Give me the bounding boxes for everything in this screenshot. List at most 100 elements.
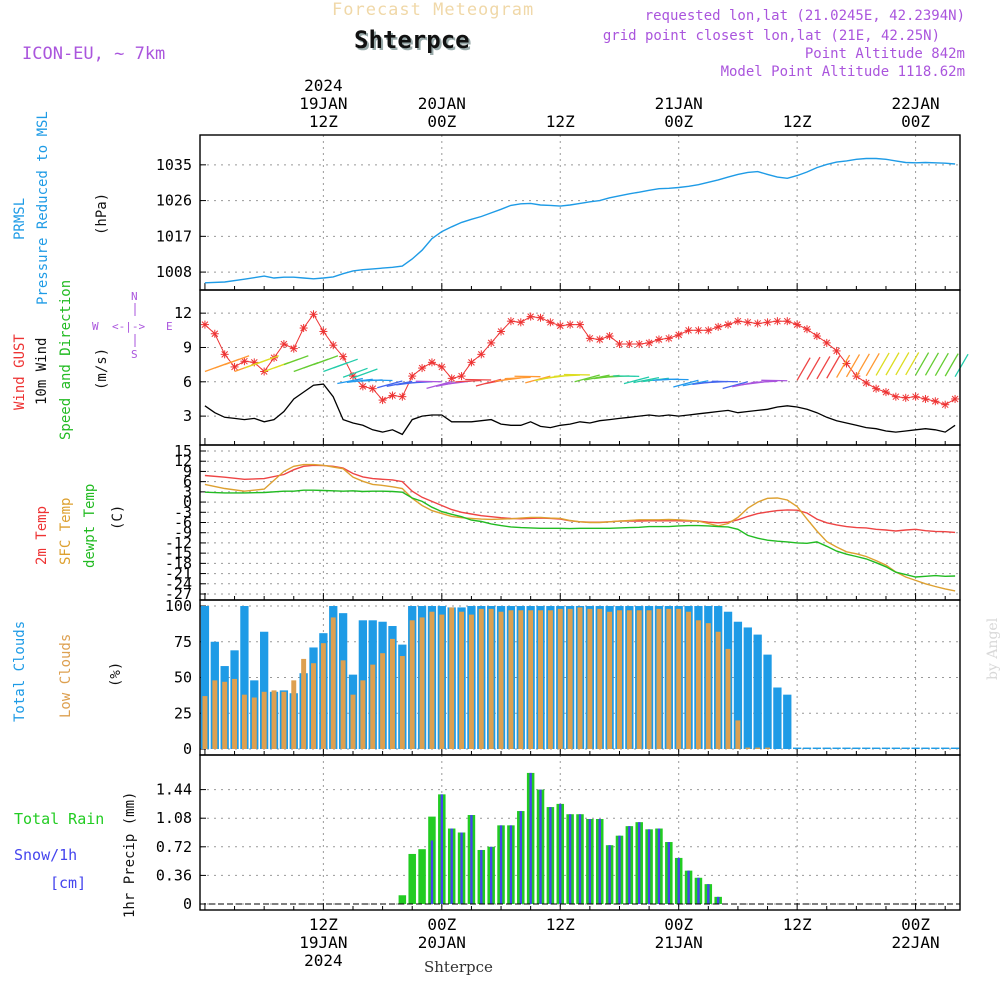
bottom-time-label: 20JAN [418,933,466,952]
low-cloud-bar [202,696,208,749]
low-cloud-bar [232,678,238,749]
series-line-dewpt-temp [204,489,956,578]
low-cloud-bar [745,747,751,749]
snow-bar [539,789,542,904]
gust-marker [220,350,229,359]
snow-bar [549,807,552,904]
gust-marker [664,334,673,343]
total-cloud-bar [753,634,762,749]
low-cloud-bar [330,617,336,749]
low-cloud-bar [676,608,682,749]
total-cloud-bar [931,747,940,749]
gust-marker [951,394,960,403]
gust-marker [210,329,219,338]
gust-marker [654,335,663,344]
low-cloud-bar [360,680,366,749]
low-cloud-bar [291,680,297,749]
snow-bar [440,794,444,904]
low-cloud-bar [695,620,701,749]
low-cloud-bar [567,608,573,749]
gust-marker [467,358,476,367]
wind-direction-arrow [895,352,910,376]
gust-marker [704,326,713,335]
wind-direction-arrow [915,352,930,376]
total-cloud-bar [743,627,752,749]
total-cloud-bar [200,606,210,749]
gust-marker [733,317,742,326]
wind-direction-arrow [377,380,403,389]
wind-direction-arrow [337,377,363,385]
low-cloud-bar [222,681,228,749]
panel-pressure: 1008 1017 1026 1035 [156,134,961,291]
low-cloud-bar [735,720,741,749]
gust-marker [339,352,348,361]
ytick-label: -6 [174,514,192,532]
gust-marker [230,362,239,371]
low-cloud-bar [241,694,247,749]
gust-marker [743,318,752,327]
ytick-label: 100 [165,597,192,615]
bottom-time-label: 21JAN [655,933,703,952]
low-cloud-bar [577,607,583,749]
low-cloud-bar [617,610,622,749]
gust-marker [378,396,387,405]
snow-bar [657,828,661,904]
wind-direction-arrow [352,368,378,379]
gust-marker [546,318,555,327]
gust-marker [901,393,910,402]
gust-marker [694,326,703,335]
ytick-label: 15 [174,442,192,460]
total-cloud-bar [260,631,269,749]
total-cloud-bar [891,747,900,749]
gust-marker [684,326,693,335]
gust-marker [566,320,575,329]
total-cloud-bar [822,747,831,749]
low-cloud-bar [439,614,445,749]
bottom-time-label: 00Z [664,915,693,934]
total-cloud-bar [733,621,743,749]
ytick-label: 1008 [156,263,192,281]
snow-bar [716,896,720,904]
low-cloud-bar [320,643,326,749]
model-label: ICON-EU, ~ 7km [22,44,166,64]
rain-bar [398,895,407,904]
wind-direction-arrow [826,355,841,379]
low-cloud-bar [636,610,642,749]
wind-direction-arrow [254,355,279,366]
credit-watermark: by Angel [985,617,1000,680]
gust-marker [240,357,249,366]
chart-title: Forecast Meteogram [332,0,535,20]
bottom-time-label: 00Z [901,915,930,934]
gust-marker [576,320,584,329]
ytick-label: -3 [174,503,192,521]
bottom-time-label: 2024 [304,951,343,970]
low-cloud-bar [251,697,257,749]
ytick-label: -27 [165,585,192,603]
panel-frame [199,754,961,911]
low-cloud-bar [488,608,494,749]
snow-bar [470,815,473,904]
top-time-label: 21JAN [655,94,703,113]
top-time-label: 00Z [901,112,930,131]
ytick-label: -18 [165,554,192,572]
panel-precip: 0 0.36 0.72 1.08 1.44 [156,754,961,913]
wind-direction-arrow [865,352,880,377]
gust-marker [862,378,871,387]
ytick-label: 50 [174,669,192,687]
ytick-label: -15 [165,544,192,562]
gust-marker [783,317,792,326]
gust-marker [625,340,634,349]
total-cloud-bar [881,747,891,749]
snow-bar [430,840,434,904]
low-cloud-bar [656,608,662,749]
gust-marker [368,384,377,393]
total-cloud-bar [783,694,792,749]
snow-bar [489,846,493,904]
bottom-time-label: 12Z [309,915,338,934]
low-cloud-bar [686,611,692,749]
gust-marker [536,313,545,322]
gust-marker [773,317,782,326]
wind-direction-arrow [796,357,811,381]
gust-marker [793,320,802,329]
